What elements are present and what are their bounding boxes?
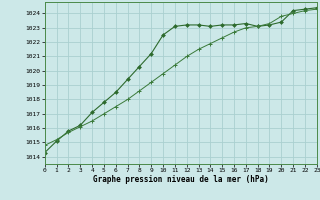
X-axis label: Graphe pression niveau de la mer (hPa): Graphe pression niveau de la mer (hPa) <box>93 175 269 184</box>
